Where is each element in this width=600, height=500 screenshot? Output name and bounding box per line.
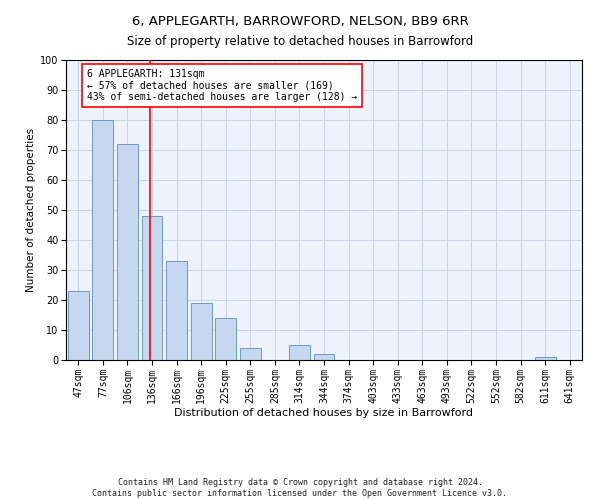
- Bar: [68, 291, 89, 360]
- Bar: [289, 345, 310, 360]
- Bar: [191, 303, 212, 360]
- Bar: [142, 216, 163, 360]
- Text: 6 APPLEGARTH: 131sqm
← 57% of detached houses are smaller (169)
43% of semi-deta: 6 APPLEGARTH: 131sqm ← 57% of detached h…: [86, 69, 357, 102]
- Bar: [117, 144, 138, 360]
- Bar: [215, 318, 236, 360]
- Bar: [166, 261, 187, 360]
- X-axis label: Distribution of detached houses by size in Barrowford: Distribution of detached houses by size …: [175, 408, 473, 418]
- Text: Contains HM Land Registry data © Crown copyright and database right 2024.
Contai: Contains HM Land Registry data © Crown c…: [92, 478, 508, 498]
- Y-axis label: Number of detached properties: Number of detached properties: [26, 128, 36, 292]
- Bar: [240, 348, 261, 360]
- Bar: [92, 120, 113, 360]
- Bar: [535, 357, 556, 360]
- Bar: [314, 354, 334, 360]
- Text: 6, APPLEGARTH, BARROWFORD, NELSON, BB9 6RR: 6, APPLEGARTH, BARROWFORD, NELSON, BB9 6…: [131, 15, 469, 28]
- Text: Size of property relative to detached houses in Barrowford: Size of property relative to detached ho…: [127, 35, 473, 48]
